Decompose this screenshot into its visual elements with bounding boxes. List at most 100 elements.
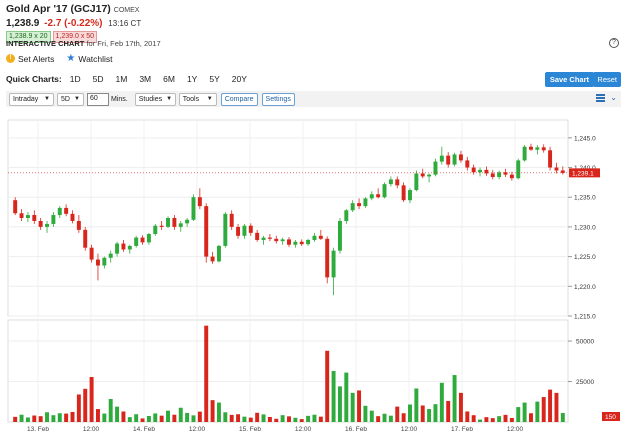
last-volume-label: 150 (605, 414, 616, 421)
chevron-down-icon: ▼ (166, 96, 173, 102)
volume-bar (197, 411, 202, 422)
action-links: ! Set Alerts ★ Watchlist (6, 53, 113, 64)
time-tick-label: 14. Feb (133, 426, 155, 433)
volume-bar (274, 418, 279, 422)
volume-bar (76, 394, 81, 422)
studies-select[interactable]: Studies ▼ (134, 92, 176, 106)
bid-ask: 1,238.9 x 20 1,239.0 x 50 (6, 31, 621, 43)
range-20y[interactable]: 20Y (231, 74, 247, 84)
range-5d[interactable]: 5D (92, 74, 104, 84)
chevron-down-icon[interactable]: ⌄ (610, 93, 617, 102)
exchange-label: COMEX (113, 7, 140, 14)
quick-charts-label: Quick Charts: (6, 74, 62, 84)
volume-bar (248, 417, 253, 422)
menu-icon[interactable] (596, 94, 605, 102)
set-alerts-link[interactable]: Set Alerts (18, 53, 55, 64)
candle-body (108, 253, 113, 258)
candle-body (554, 167, 559, 171)
candle-body (102, 257, 107, 266)
candle-body (185, 219, 190, 224)
tools-select[interactable]: Tools ▼ (178, 92, 217, 106)
range-1m[interactable]: 1M (115, 74, 128, 84)
volume-bar (458, 392, 463, 422)
volume-bar (471, 415, 476, 422)
candle-body (293, 241, 298, 245)
candle-body (312, 235, 317, 240)
volume-bar (414, 388, 419, 422)
range-value: 5D (61, 95, 70, 103)
candle-body (325, 238, 330, 278)
volume-bar (331, 371, 336, 422)
star-icon: ★ (66, 53, 76, 64)
volume-bar (115, 406, 120, 422)
candle-body (25, 215, 30, 218)
candle-body (350, 203, 355, 211)
price-panel (7, 119, 569, 317)
candle-body (197, 197, 202, 207)
candle-body (382, 184, 387, 198)
minutes-input[interactable]: 60 (87, 92, 109, 106)
candle-body (357, 203, 362, 207)
range-3m[interactable]: 3M (139, 74, 152, 84)
volume-bar (344, 372, 349, 422)
candle-body (376, 194, 381, 198)
price-chart[interactable]: 1,245.01,240.01,235.01,230.01,225.01,220… (0, 116, 625, 439)
save-chart-button[interactable]: Save Chart (544, 72, 594, 87)
time-tick-label: 12:00 (189, 426, 206, 433)
compare-button[interactable]: Compare (220, 92, 258, 106)
candle-body (255, 232, 260, 240)
candle-body (51, 215, 56, 224)
quote-time: 13:16 CT (108, 19, 142, 28)
reset-button[interactable]: Reset (593, 72, 621, 87)
watchlist-link[interactable]: Watchlist (78, 53, 113, 64)
time-tick-label: 12:00 (83, 426, 100, 433)
volume-bar (306, 415, 311, 422)
candle-body (344, 210, 349, 221)
settings-button[interactable]: Settings (261, 92, 295, 106)
candle-body (318, 235, 323, 239)
candle-body (64, 207, 69, 214)
volume-bar (312, 414, 317, 422)
price-tick-label: 1,220.0 (574, 284, 596, 291)
volume-tick-label: 25000 (576, 379, 594, 386)
help-icon[interactable]: ? (609, 38, 619, 48)
volume-bar (299, 419, 304, 422)
candle-body (236, 226, 241, 236)
time-tick-label: 15. Feb (239, 426, 261, 433)
ask-badge: 1,239.0 x 50 (52, 31, 98, 43)
volume-bar (153, 413, 158, 422)
range-select[interactable]: 5D ▼ (57, 92, 84, 106)
minutes-label: Mins. (111, 95, 128, 103)
volume-bar (25, 417, 30, 422)
range-1y[interactable]: 1Y (186, 74, 198, 84)
range-5y[interactable]: 5Y (209, 74, 220, 84)
volume-bar (484, 417, 489, 422)
candle-body (439, 155, 444, 162)
volume-bar (134, 414, 139, 422)
interval-select[interactable]: Intraday ▼ (9, 92, 54, 106)
candle-body (159, 225, 164, 227)
candle-body (306, 239, 311, 245)
volume-bar (13, 416, 18, 422)
quick-charts-bar: Quick Charts: 1D 5D 1M 3M 6M 1Y 5Y 20Y S… (6, 71, 621, 87)
range-6m[interactable]: 6M (163, 74, 175, 84)
price-row: 1,238.9 -2.7 (-0.22%) 13:16 CT (6, 17, 621, 30)
range-1d[interactable]: 1D (69, 74, 81, 84)
volume-bar (465, 411, 470, 422)
candle-body (70, 213, 75, 221)
time-tick-label: 12:00 (401, 426, 418, 433)
chevron-down-icon: ▼ (44, 96, 50, 102)
volume-bar (325, 350, 330, 422)
candle-body (166, 218, 170, 227)
chart-area[interactable]: 1,245.01,240.01,235.01,230.01,225.01,220… (0, 116, 625, 439)
candle-body (465, 160, 470, 168)
volume-bar (395, 406, 400, 422)
candle-body (45, 223, 49, 227)
volume-bar (45, 412, 49, 422)
studies-label: Studies (138, 95, 163, 103)
volume-bar (363, 405, 368, 422)
time-tick-label: 12:00 (507, 426, 524, 433)
price-tick-label: 1,235.0 (574, 195, 596, 202)
candle-body (497, 172, 502, 178)
time-tick-label: 17. Feb (451, 426, 473, 433)
